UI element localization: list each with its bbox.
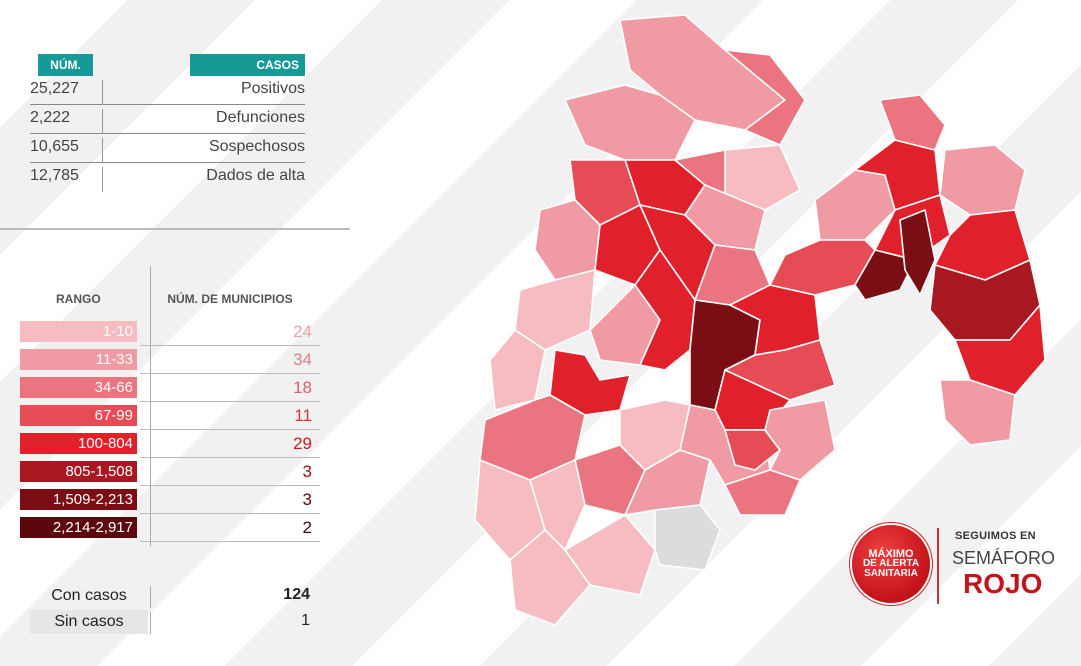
sin-casos-value: 1	[301, 612, 310, 629]
legend-header: RANGO NÚM. DE MUNICIPIOS	[20, 266, 320, 318]
municipality-region	[654, 504, 721, 571]
stat-num: 2,222	[30, 109, 71, 126]
sin-casos-row: Sin casos 1	[30, 610, 315, 636]
stat-label: Dados de alta	[206, 167, 305, 184]
municipality-region	[489, 329, 546, 411]
municipality-region	[724, 429, 781, 471]
range-count: 34	[293, 350, 312, 369]
legend-row: 67-99 11	[20, 402, 320, 430]
stats-table: NÚM. CASOS 25,227 Positivos 2,222 Defunc…	[30, 54, 305, 192]
range-count: 18	[293, 378, 312, 397]
municipality-region	[564, 84, 696, 161]
municipality-region	[724, 469, 801, 516]
range-swatch: 1,509-2,213	[20, 489, 137, 510]
municipality-region	[879, 94, 946, 151]
stat-row-positivos: 25,227 Positivos	[30, 76, 305, 105]
municipality-region	[529, 459, 586, 551]
range-swatch: 11-33	[20, 349, 137, 370]
header-casos: CASOS	[190, 54, 305, 76]
legend-header-municipios: NÚM. DE MUNICIPIOS	[167, 292, 293, 306]
range-swatch: 67-99	[20, 405, 137, 426]
legend-row: 11-33 34	[20, 346, 320, 374]
stat-label: Sospechosos	[208, 138, 305, 155]
semaforo-line1: SEGUIMOS EN	[955, 530, 1036, 542]
semaforo-line3: ROJO	[963, 568, 1043, 599]
legend-row: 1-10 24	[20, 318, 320, 346]
municipality-region	[764, 399, 836, 481]
stat-row-dados-de-alta: 12,785 Dados de alta	[30, 163, 305, 192]
range-swatch: 2,214-2,917	[20, 517, 137, 538]
legend-row: 100-804 29	[20, 430, 320, 458]
municipality-region	[939, 379, 1016, 446]
stat-num: 10,655	[30, 138, 79, 155]
section-divider	[0, 228, 350, 230]
range-count: 24	[293, 322, 312, 341]
stat-row-defunciones: 2,222 Defunciones	[30, 105, 305, 134]
cases-summary: Con casos 124 Sin casos 1	[30, 584, 315, 636]
municipality-region	[899, 209, 936, 296]
municipality-region	[769, 239, 876, 296]
range-count: 29	[293, 434, 312, 453]
municipality-region	[939, 144, 1026, 216]
header-num: NÚM.	[38, 54, 93, 76]
range-swatch: 1-10	[20, 321, 137, 342]
stat-num: 12,785	[30, 167, 79, 184]
stat-num: 25,227	[30, 80, 79, 97]
range-count: 3	[302, 462, 312, 481]
range-count: 11	[294, 406, 312, 425]
semaforo-line2: SEMÁFORO	[952, 548, 1056, 568]
badge-line3: SANITARIA	[864, 568, 918, 579]
badge-line1: MÁXIMO	[868, 548, 914, 560]
con-casos-row: Con casos 124	[30, 584, 315, 610]
range-swatch: 34-66	[20, 377, 137, 398]
legend-row: 805-1,508 3	[20, 458, 320, 486]
sin-casos-label: Sin casos	[30, 610, 148, 634]
range-swatch: 805-1,508	[20, 461, 137, 482]
legend-row: 2,214-2,917 2	[20, 514, 320, 542]
stat-label: Defunciones	[216, 109, 305, 126]
range-count: 3	[302, 490, 312, 509]
legend-row: 34-66 18	[20, 374, 320, 402]
alert-badge: MÁXIMO DE ALERTA SANITARIA	[852, 525, 930, 603]
semaforo-divider	[937, 528, 939, 604]
con-casos-value: 124	[283, 586, 310, 603]
range-count: 2	[302, 518, 312, 537]
badge-line2: DE ALERTA	[862, 558, 920, 569]
municipality-region	[564, 514, 656, 596]
legend-header-rango: RANGO	[56, 292, 101, 306]
state-choropleth-map	[474, 14, 1046, 626]
con-casos-label: Con casos	[51, 587, 127, 604]
range-swatch: 100-804	[20, 433, 137, 454]
legend-row: 1,509-2,213 3	[20, 486, 320, 514]
stat-label: Positivos	[240, 80, 305, 97]
municipality-region	[814, 169, 896, 241]
range-legend: RANGO NÚM. DE MUNICIPIOS 1-10 24 11-33 34 34…	[20, 266, 320, 546]
stats-header: NÚM. CASOS	[30, 54, 305, 76]
stat-row-sospechosos: 10,655 Sospechosos	[30, 134, 305, 163]
